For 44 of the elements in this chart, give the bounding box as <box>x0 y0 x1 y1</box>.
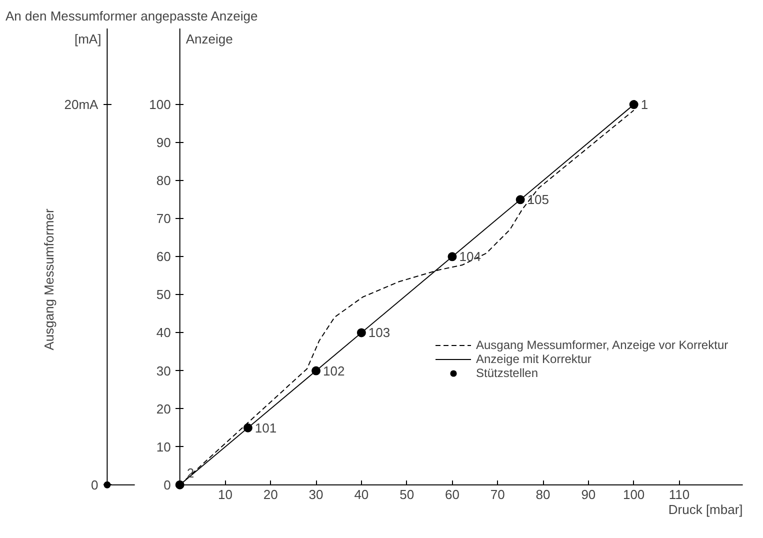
point <box>312 366 321 376</box>
y-tick-label: 20 <box>156 401 171 416</box>
x-tick-label: 40 <box>354 486 369 502</box>
point <box>356 328 366 338</box>
x-tick-label: 90 <box>581 486 596 502</box>
y-tick-label: 50 <box>156 287 171 302</box>
x-tick-label: 70 <box>490 486 505 502</box>
annotation: 102 <box>323 363 345 378</box>
x-axis-title: Druck [mbar] <box>668 502 743 517</box>
y-tick-label: 70 <box>156 211 171 226</box>
y-axis-title: Anzeige <box>186 32 233 46</box>
y-tick-label: 80 <box>156 173 171 188</box>
x-tick-label: 60 <box>445 486 460 502</box>
chart-title: An den Messumformer angepasste Anzeige <box>6 8 258 24</box>
point <box>516 195 525 204</box>
annotation: 1 <box>640 97 648 112</box>
legend-label: Ausgang Messumformer, Anzeige vor Korrektur <box>476 338 728 352</box>
x-tick-label: 100 <box>622 486 645 502</box>
point <box>243 423 252 432</box>
text: [mA] <box>74 32 102 46</box>
legend-label: Stützstellen <box>476 366 538 380</box>
y-tick-label: 90 <box>156 135 171 150</box>
point <box>629 100 638 110</box>
legend-label: Anzeige mit Korrektur <box>476 352 592 366</box>
y-tick-label: 0 <box>164 477 171 492</box>
x-tick-label: 20 <box>263 486 278 502</box>
y2-tick-label: 0 <box>90 477 98 492</box>
y2-axis-title: Ausgang Messumformer <box>42 208 57 350</box>
annotation: 101 <box>254 420 277 436</box>
y-tick-label: 10 <box>156 439 171 454</box>
y2-tick-label: 20mA <box>64 97 99 112</box>
x-tick-label: 10 <box>218 486 232 502</box>
x-tick-label: 110 <box>668 486 690 502</box>
annotation: 105 <box>527 192 550 208</box>
point <box>448 252 457 262</box>
x-tick-label: 50 <box>400 486 414 502</box>
annotation: 104 <box>459 249 481 264</box>
y-tick-label: 60 <box>156 249 171 264</box>
x-tick-label: 80 <box>536 486 550 502</box>
y-tick-label: 30 <box>156 363 171 378</box>
x-tick-label: 30 <box>308 486 324 502</box>
y-tick-label: 40 <box>156 325 171 340</box>
y-tick-label: 100 <box>149 97 171 112</box>
annotation: 103 <box>368 325 390 340</box>
